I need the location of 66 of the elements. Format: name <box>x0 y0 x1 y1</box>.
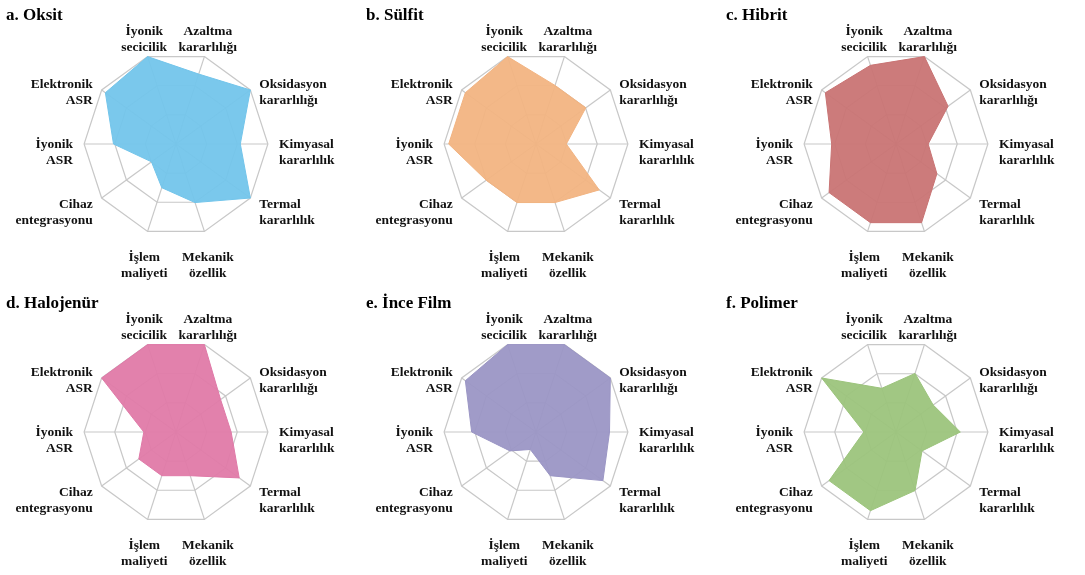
spoke-label: İyonik secicilik <box>121 23 168 55</box>
spoke-label: Mekanik özellik <box>181 536 235 568</box>
spoke-label: İyonik secicilik <box>481 23 528 55</box>
spoke-label: Termal kararlılık <box>619 196 676 228</box>
spoke-label: Azaltma kararlılığı <box>178 311 238 343</box>
spoke-label: İşlem maliyeti <box>120 248 168 280</box>
chart-title: d. Halojenür <box>6 293 100 313</box>
spoke-label: İşlem maliyeti <box>120 536 168 568</box>
spoke-label: İşlem maliyeti <box>840 248 888 280</box>
spoke-label: Kimyasal kararlılık <box>638 424 695 455</box>
spoke-label: İyonik secicilik <box>841 23 888 55</box>
spoke-label: Cihaz entegrasyonu <box>15 484 94 516</box>
spoke-label: İyonik ASR <box>35 136 74 167</box>
spoke-label: İyonik ASR <box>755 136 794 167</box>
spoke-label: İyonik secicilik <box>481 311 528 343</box>
spoke-label: Cihaz entegrasyonu <box>375 484 454 516</box>
spoke-label: Kimyasal kararlılık <box>998 424 1055 455</box>
spoke-label: Termal kararlılık <box>259 196 316 228</box>
spoke-label: Azaltma kararlılığı <box>898 23 958 55</box>
chart-title: f. Polimer <box>726 293 799 313</box>
spoke-label: Oksidasyon kararlılığı <box>979 363 1048 395</box>
spoke-label: Cihaz entegrasyonu <box>15 196 94 228</box>
spoke-label: Kimyasal kararlılık <box>278 136 335 167</box>
spoke-label: Oksidasyon kararlılığı <box>619 363 688 395</box>
spoke-label: Oksidasyon kararlılığı <box>619 75 688 107</box>
spoke-label: Oksidasyon kararlılığı <box>259 363 328 395</box>
spoke-label: Oksidasyon kararlılığı <box>259 75 328 107</box>
spoke-label: Kimyasal kararlılık <box>998 136 1055 167</box>
spoke-label: Mekanik özellik <box>181 248 235 280</box>
spoke-label: İyonik secicilik <box>121 311 168 343</box>
chart-title: e. İnce Film <box>366 293 452 313</box>
spoke-label: Elektronik ASR <box>30 75 94 107</box>
spoke-label: İşlem maliyeti <box>480 536 528 568</box>
spoke-label: Termal kararlılık <box>259 484 316 516</box>
spoke-label: Termal kararlılık <box>619 484 676 516</box>
spoke-label: İyonik ASR <box>35 424 74 455</box>
spoke-label: Mekanik özellik <box>901 536 955 568</box>
spoke-label: İyonik ASR <box>395 136 434 167</box>
spoke-label: Cihaz entegrasyonu <box>375 196 454 228</box>
spoke-label: Elektronik ASR <box>390 75 454 107</box>
spoke-label: İyonik ASR <box>395 424 434 455</box>
spoke-label: Azaltma kararlılığı <box>538 311 598 343</box>
spoke-label: Elektronik ASR <box>750 363 814 395</box>
chart-title: a. Oksit <box>6 5 64 25</box>
spoke-label: Oksidasyon kararlılığı <box>979 75 1048 107</box>
spoke-label: Termal kararlılık <box>979 484 1036 516</box>
spoke-label: Cihaz entegrasyonu <box>735 196 814 228</box>
spoke-label: İyonik ASR <box>755 424 794 455</box>
spoke-label: Mekanik özellik <box>901 248 955 280</box>
spoke-label: Termal kararlılık <box>979 196 1036 228</box>
spoke-label: İyonik secicilik <box>841 311 888 343</box>
spoke-label: Elektronik ASR <box>750 75 814 107</box>
spoke-label: Cihaz entegrasyonu <box>735 484 814 516</box>
spoke-label: Kimyasal kararlılık <box>278 424 335 455</box>
spoke-label: Elektronik ASR <box>390 363 454 395</box>
spoke-label: Azaltma kararlılığı <box>898 311 958 343</box>
spoke-label: Mekanik özellik <box>541 536 595 568</box>
chart-title: c. Hibrit <box>726 5 788 25</box>
spoke-label: Kimyasal kararlılık <box>638 136 695 167</box>
spoke-label: Azaltma kararlılığı <box>178 23 238 55</box>
spoke-label: İşlem maliyeti <box>840 536 888 568</box>
spoke-label: Azaltma kararlılığı <box>538 23 598 55</box>
spoke-label: İşlem maliyeti <box>480 248 528 280</box>
spoke-label: Elektronik ASR <box>30 363 94 395</box>
spoke-label: Mekanik özellik <box>541 248 595 280</box>
chart-title: b. Sülfit <box>366 5 424 25</box>
